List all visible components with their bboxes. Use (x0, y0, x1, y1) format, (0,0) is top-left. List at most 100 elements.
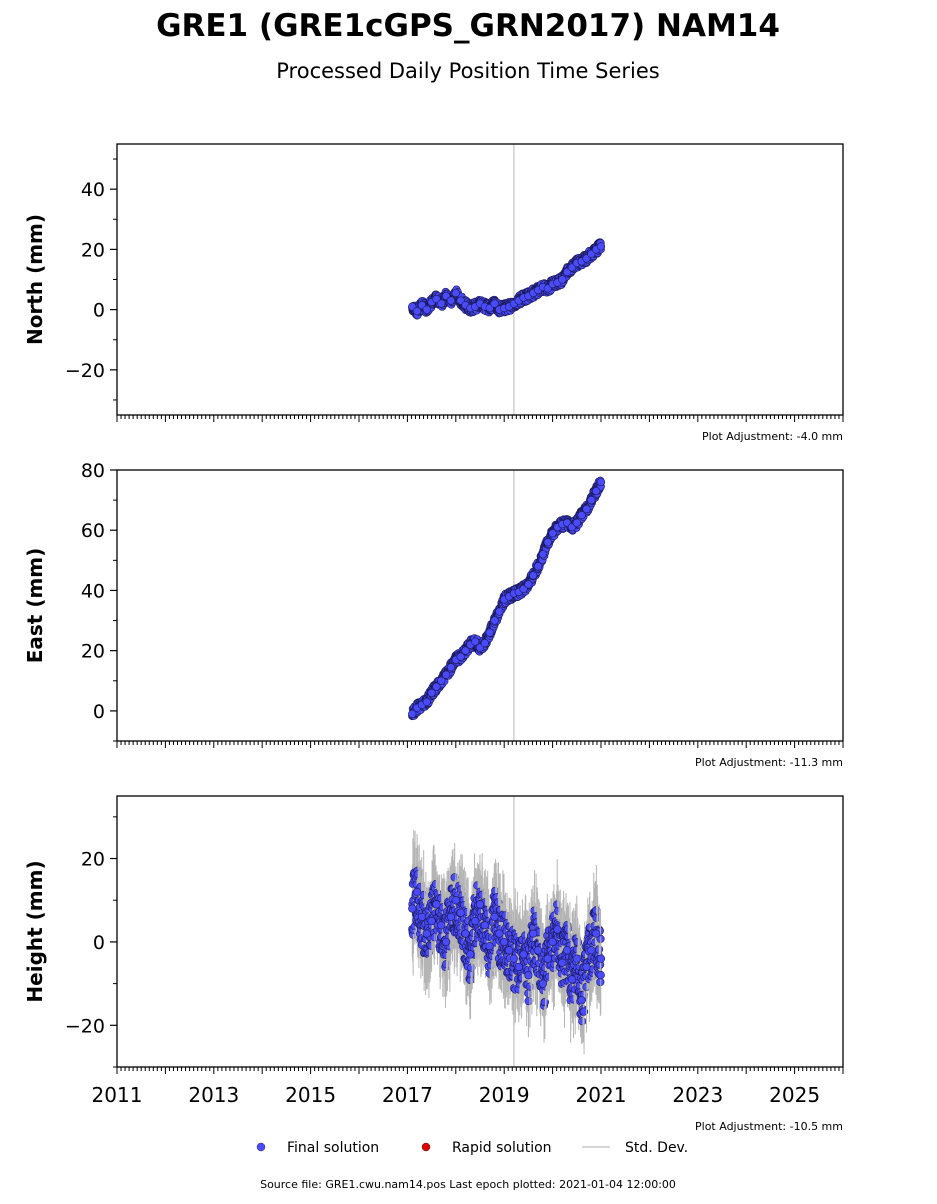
data-point (524, 580, 533, 589)
data-point (558, 275, 567, 284)
y-axis-label: East (mm) (23, 548, 47, 664)
data-point (422, 305, 431, 314)
y-tick-label: 0 (93, 701, 105, 723)
data-point (529, 929, 538, 938)
data-point (456, 908, 465, 917)
y-tick-label: 60 (81, 520, 105, 542)
legend-marker (421, 1142, 431, 1152)
data-point (548, 937, 557, 947)
data-point (485, 628, 494, 637)
x-tick-label: 2017 (382, 1083, 433, 1107)
data-point (509, 954, 518, 963)
x-tick-label: 2015 (285, 1083, 336, 1107)
data-point (471, 637, 480, 646)
plot-adjustment: Plot Adjustment: -11.3 mm (695, 756, 843, 769)
data-point (422, 929, 431, 938)
x-tick-label: 2021 (576, 1083, 627, 1107)
data-point (543, 954, 552, 963)
data-point (442, 937, 451, 947)
data-point (495, 929, 504, 938)
legend-label: Final solution (287, 1140, 379, 1156)
y-tick-label: 20 (81, 849, 105, 871)
data-point (524, 971, 533, 980)
plot-frame (116, 143, 844, 416)
data-point (495, 607, 504, 616)
data-point (587, 946, 596, 955)
data-points-2 (408, 476, 606, 721)
data-point (485, 941, 494, 951)
data-point (587, 496, 596, 505)
x-tick-label: 2025 (769, 1083, 820, 1107)
data-point (437, 299, 446, 308)
data-point (592, 486, 601, 496)
data-point (432, 900, 441, 909)
legend-marker (256, 1142, 266, 1152)
y-tick-label: −20 (65, 360, 105, 382)
data-point (533, 562, 543, 571)
plot-adjustment: Plot Adjustment: -10.5 mm (695, 1120, 843, 1133)
data-point (490, 912, 499, 922)
data-point (514, 962, 523, 972)
y-axis-label: Height (mm) (23, 860, 47, 1002)
chart-subtitle: Processed Daily Position Time Series (276, 59, 660, 83)
data-point (500, 937, 509, 947)
data-point (592, 929, 601, 938)
data-point (558, 958, 567, 967)
y-tick-label: 0 (93, 300, 105, 322)
data-points-3 (408, 829, 606, 1055)
data-point (553, 925, 562, 934)
data-point (408, 904, 417, 913)
data-point (446, 912, 456, 922)
source-note: Source file: GRE1.cwu.nam14.pos Last epo… (260, 1178, 676, 1191)
data-point (471, 916, 480, 926)
data-point (596, 954, 606, 963)
data-point (417, 912, 427, 922)
data-point (475, 900, 485, 909)
legend-label: Rapid solution (452, 1140, 552, 1156)
data-point (412, 307, 422, 316)
data-point (596, 970, 605, 980)
panel-1: −20 0 20 40 North (mm) Plot Adjustment: -4.0 … (23, 143, 844, 443)
data-point (572, 518, 581, 527)
y-tick-label: 20 (81, 641, 105, 663)
data-point (548, 529, 557, 538)
data-point (427, 688, 436, 697)
data-point (451, 896, 460, 905)
data-point (432, 682, 441, 691)
y-tick-label: 40 (81, 179, 105, 201)
data-point (446, 296, 456, 305)
data-point (577, 511, 586, 520)
data-point (578, 1017, 587, 1026)
data-point (524, 996, 533, 1006)
data-point (466, 950, 475, 959)
x-tick-label: 2013 (188, 1083, 239, 1107)
data-point (480, 921, 489, 930)
legend-item-3: Std. Dev. (582, 1140, 688, 1156)
data-point (461, 646, 470, 655)
data-point (596, 477, 606, 487)
data-point (538, 979, 548, 988)
data-point (408, 709, 417, 719)
data-point (577, 996, 586, 1005)
data-point (442, 670, 451, 679)
data-point (582, 962, 591, 972)
data-points-1 (408, 238, 606, 320)
data-point (533, 946, 543, 955)
panel-3: −20 0 20 Height (mm) Plot Adjustment: -10.5 … (23, 795, 844, 1133)
legend-item-1: Final solution (256, 1140, 379, 1156)
data-point (461, 929, 470, 938)
data-point (427, 916, 436, 926)
data-point (563, 946, 572, 955)
legend-label: Std. Dev. (625, 1140, 688, 1156)
y-tick-label: 20 (81, 239, 105, 261)
data-point (412, 887, 422, 896)
y-tick-label: −20 (65, 1015, 105, 1037)
data-point (437, 676, 446, 685)
data-point (446, 663, 456, 672)
panels-group: −20 0 20 40 North (mm) Plot Adjustment: -4.0 … (23, 143, 844, 1133)
data-point (504, 946, 514, 955)
data-point (480, 639, 489, 648)
data-point (543, 538, 552, 547)
